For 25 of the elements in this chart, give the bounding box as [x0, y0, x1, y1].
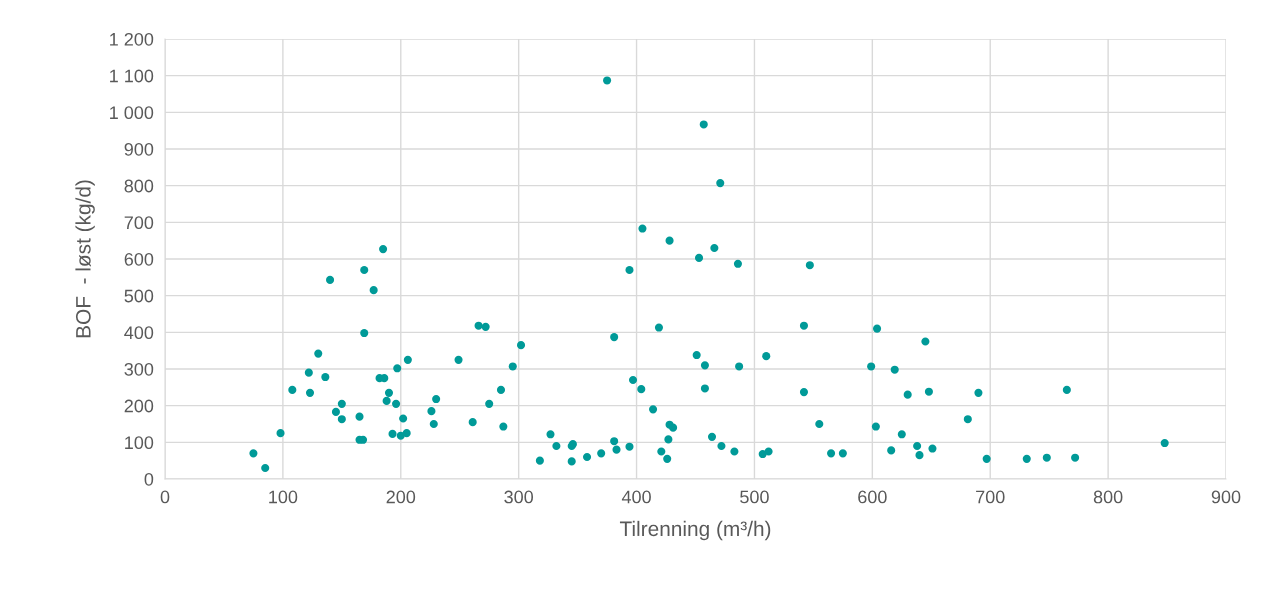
x-tick-label: 300 — [504, 490, 534, 504]
y-tick-label: 0 — [144, 472, 154, 486]
y-tick-label: 600 — [124, 252, 154, 266]
y-tick-label: 500 — [124, 289, 154, 303]
y-tick-label: 1 200 — [110, 32, 154, 46]
x-tick-label: 200 — [386, 490, 416, 504]
x-tick-label: 800 — [1093, 490, 1123, 504]
y-tick-label: 700 — [124, 216, 154, 230]
y-tick-label: 200 — [124, 399, 154, 413]
y-tick-label: 300 — [124, 362, 154, 376]
y-tick-label: 400 — [124, 326, 154, 340]
x-axis-title: Tilrenning (m³/h) — [619, 520, 771, 541]
x-tick-label: 400 — [621, 490, 651, 504]
y-tick-label: 900 — [124, 142, 154, 156]
x-tick-label: 500 — [740, 490, 769, 504]
x-tick-label: 900 — [1211, 490, 1241, 504]
x-tick-label: 700 — [976, 490, 1005, 504]
x-tick-label: 600 — [858, 490, 887, 504]
y-tick-label: 100 — [125, 436, 154, 450]
x-tick-label: 100 — [269, 490, 298, 504]
y-axis-title: BOF - løst (kg/d) — [75, 180, 95, 338]
x-tick-label: 0 — [160, 490, 170, 504]
y-tick-label: 1 000 — [110, 106, 154, 120]
y-tick-label: 1 100 — [110, 69, 154, 83]
y-tick-label: 800 — [124, 179, 154, 193]
